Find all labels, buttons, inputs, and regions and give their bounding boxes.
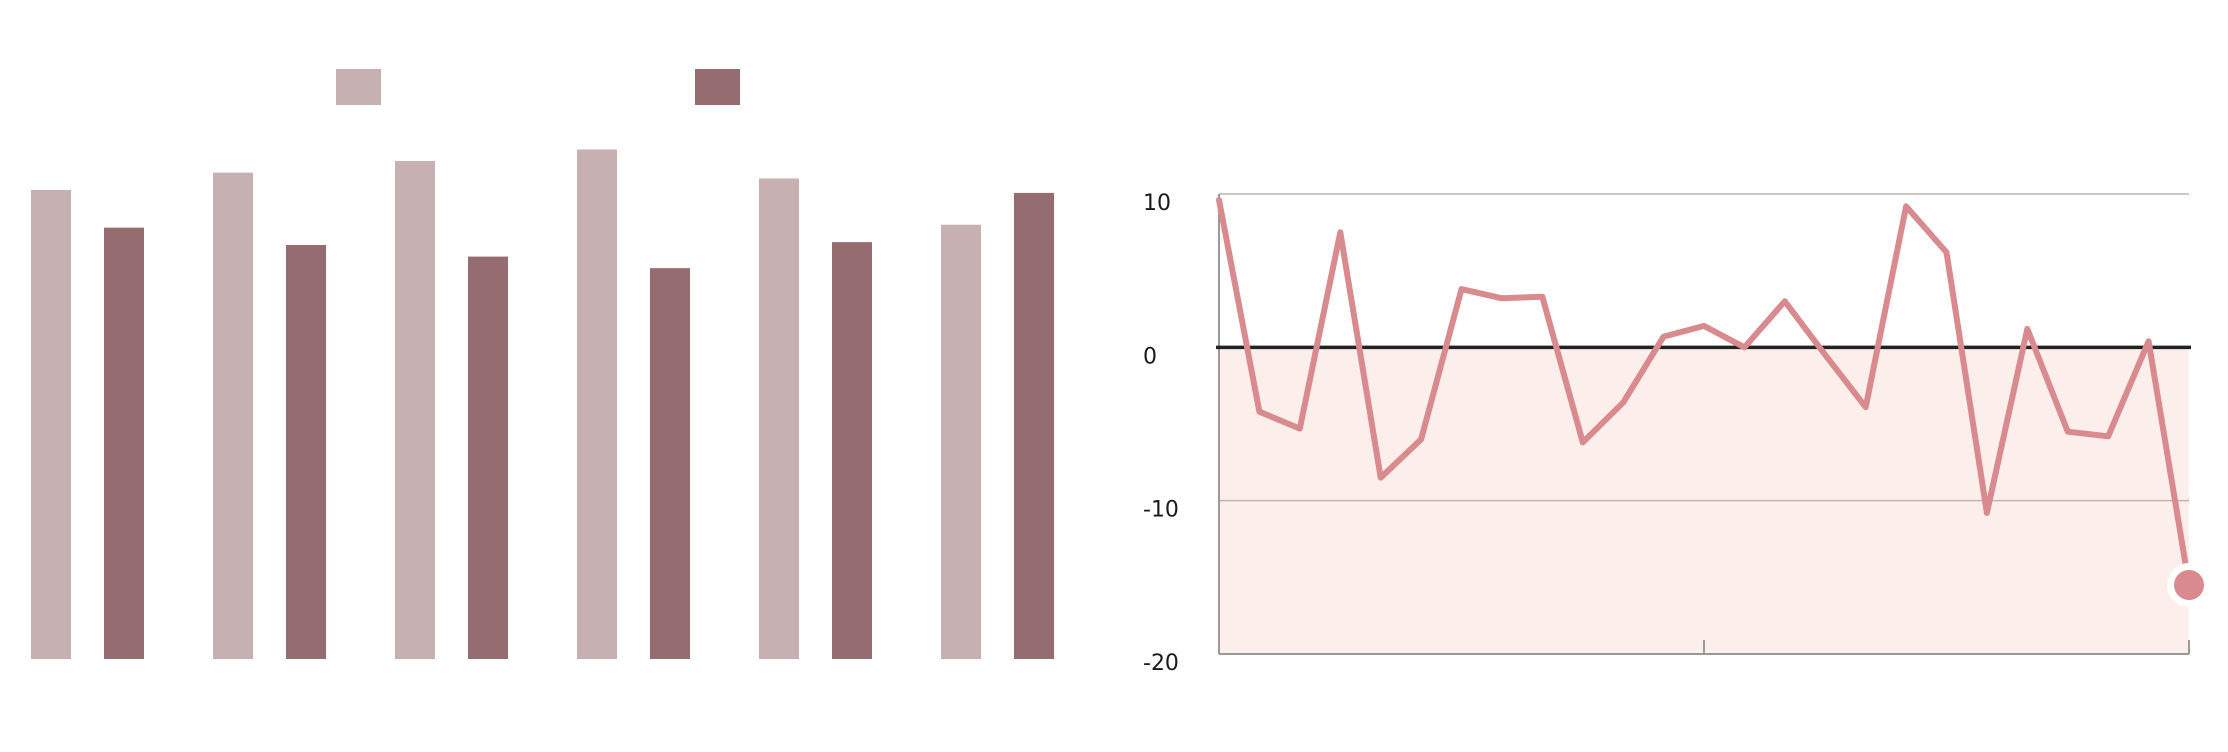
series-line [1216, 197, 2192, 588]
bar-series-1-6 [941, 224, 981, 659]
bar-series-1-3 [395, 161, 435, 659]
bar-series-2-6 [1014, 192, 1054, 659]
legend-swatch-1 [336, 69, 381, 105]
end-marker [2174, 570, 2204, 600]
line-chart: 10 0 -10 -20 [1143, 191, 2211, 676]
line-series [1216, 197, 2211, 607]
bar-chart [31, 69, 1054, 660]
bar-group [31, 149, 1054, 660]
gridlines [1219, 193, 2189, 502]
axes [1216, 194, 2191, 655]
bar-series-1-5 [759, 178, 799, 659]
legend-swatch-2 [695, 69, 740, 105]
y-tick-label-4: -20 [1143, 651, 1179, 676]
bar-series-2-4 [650, 268, 690, 659]
y-tick-label-3: -10 [1143, 498, 1179, 523]
y-tick-label-2: 0 [1143, 344, 1157, 369]
bar-series-2-3 [468, 256, 508, 659]
y-tick-label-1: 10 [1143, 191, 1171, 216]
bar-series-1-4 [577, 149, 617, 660]
bar-series-2-2 [286, 245, 326, 659]
bar-series-1-1 [31, 190, 71, 659]
bar-series-2-1 [104, 227, 144, 659]
bar-series-1-2 [213, 172, 253, 659]
bar-legend [336, 69, 740, 105]
y-tick-labels: 10 0 -10 -20 [1143, 191, 1179, 676]
bar-series-2-5 [832, 242, 872, 659]
